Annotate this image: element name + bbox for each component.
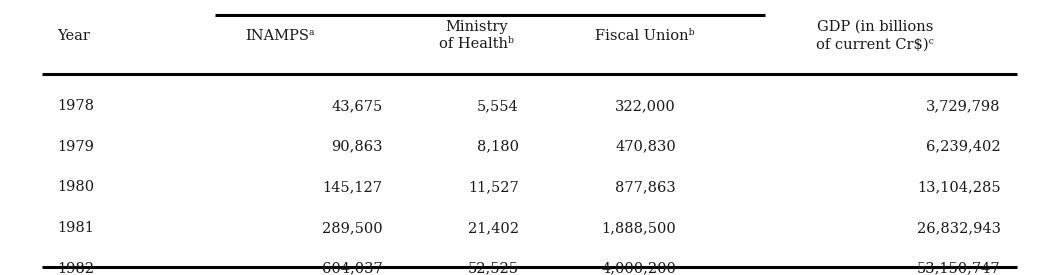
Text: 322,000: 322,000 [615,99,676,113]
Text: 145,127: 145,127 [323,180,383,194]
Text: INAMPSᵃ: INAMPSᵃ [245,29,314,43]
Text: 289,500: 289,500 [322,221,383,235]
Text: 90,863: 90,863 [331,140,383,153]
Text: 13,104,285: 13,104,285 [917,180,1001,194]
Text: 52,525: 52,525 [467,262,519,275]
Text: 5,554: 5,554 [477,99,519,113]
Text: 26,832,943: 26,832,943 [917,221,1001,235]
Text: Fiscal Unionᵇ: Fiscal Unionᵇ [595,29,694,43]
Text: 1979: 1979 [58,140,94,153]
Text: 1980: 1980 [58,180,94,194]
Text: 11,527: 11,527 [468,180,519,194]
Text: 53,150,747: 53,150,747 [917,262,1001,275]
Text: 4,000,200: 4,000,200 [602,262,676,275]
Text: 21,402: 21,402 [467,221,519,235]
Text: 877,863: 877,863 [615,180,676,194]
Text: 3,729,798: 3,729,798 [926,99,1001,113]
Text: 1981: 1981 [58,221,94,235]
Text: GDP (in billions
of current Cr$)ᶜ: GDP (in billions of current Cr$)ᶜ [816,20,934,51]
Text: 8,180: 8,180 [477,140,519,153]
Text: 1978: 1978 [58,99,94,113]
Text: 6,239,402: 6,239,402 [926,140,1001,153]
Text: 43,675: 43,675 [331,99,383,113]
Text: 1982: 1982 [58,262,94,275]
Text: 470,830: 470,830 [615,140,676,153]
Text: Year: Year [58,29,90,43]
Text: 604,037: 604,037 [322,262,383,275]
Text: 1,888,500: 1,888,500 [602,221,676,235]
Text: Ministry
of Healthᵇ: Ministry of Healthᵇ [439,20,515,51]
